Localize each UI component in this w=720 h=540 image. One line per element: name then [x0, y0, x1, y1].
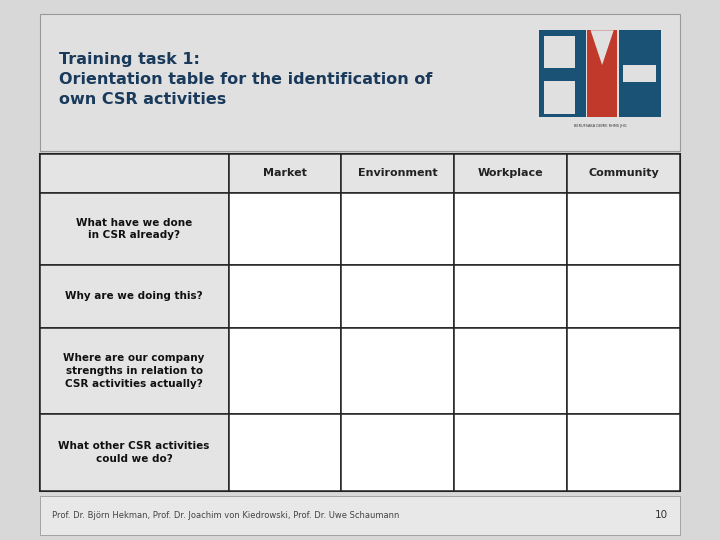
Text: 10: 10 — [654, 510, 667, 520]
Text: Market: Market — [263, 168, 307, 178]
Text: Why are we doing this?: Why are we doing this? — [66, 292, 203, 301]
Bar — [454, 414, 567, 491]
Bar — [567, 154, 680, 193]
Text: Where are our company
strengths in relation to
CSR activities actually?: Where are our company strengths in relat… — [63, 353, 204, 389]
Bar — [567, 265, 680, 328]
Bar — [539, 30, 585, 117]
Bar — [544, 81, 575, 113]
Bar — [587, 30, 617, 117]
Bar — [229, 414, 341, 491]
Bar — [229, 154, 341, 193]
Bar — [40, 414, 229, 491]
Text: Environment: Environment — [358, 168, 438, 178]
Text: Training task 1:
Orientation table for the identification of
own CSR activities: Training task 1: Orientation table for t… — [59, 52, 432, 107]
Bar — [567, 328, 680, 414]
Polygon shape — [590, 30, 613, 65]
Text: Prof. Dr. Björn Hekman, Prof. Dr. Joachim von Kiedrowski, Prof. Dr. Uwe Schauman: Prof. Dr. Björn Hekman, Prof. Dr. Joachi… — [53, 511, 400, 519]
Text: BERUFSAKA DEMIE RHMS JHG: BERUFSAKA DEMIE RHMS JHG — [574, 124, 626, 129]
Text: What have we done
in CSR already?: What have we done in CSR already? — [76, 218, 192, 240]
Bar — [341, 328, 454, 414]
Bar — [40, 193, 229, 265]
Bar — [341, 414, 454, 491]
Bar — [229, 328, 341, 414]
Bar — [454, 328, 567, 414]
Bar — [229, 193, 341, 265]
Text: Workplace: Workplace — [478, 168, 544, 178]
Bar — [624, 65, 657, 82]
Bar — [341, 265, 454, 328]
Bar — [544, 36, 575, 69]
Bar — [40, 154, 229, 193]
Text: Community: Community — [588, 168, 659, 178]
Bar — [40, 265, 229, 328]
Bar — [341, 154, 454, 193]
Bar — [454, 193, 567, 265]
Bar — [618, 30, 661, 117]
Text: What other CSR activities
could we do?: What other CSR activities could we do? — [58, 441, 210, 464]
Bar — [454, 154, 567, 193]
Bar — [454, 265, 567, 328]
Bar — [567, 414, 680, 491]
Bar — [341, 193, 454, 265]
Bar — [229, 265, 341, 328]
Bar — [567, 193, 680, 265]
Bar — [40, 328, 229, 414]
